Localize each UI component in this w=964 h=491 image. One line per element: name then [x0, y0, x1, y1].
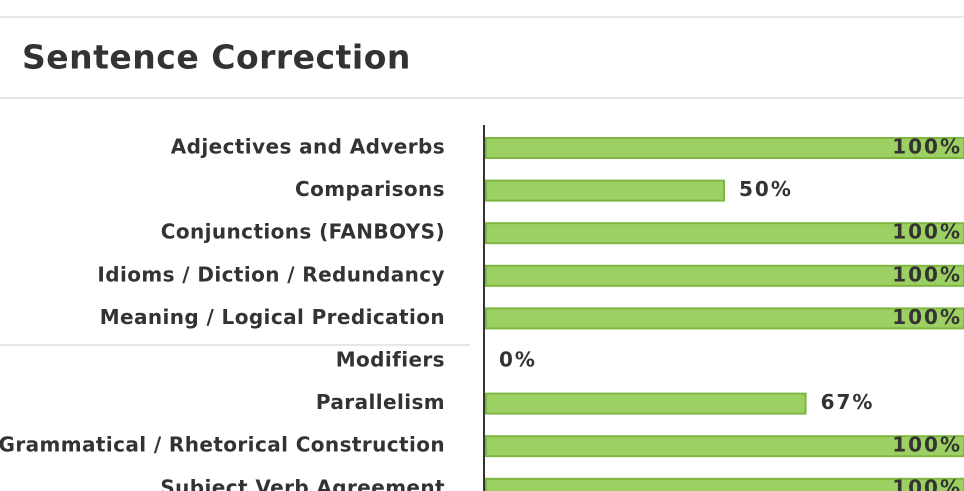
bar	[485, 264, 964, 287]
value-label: 100%	[892, 262, 962, 286]
category-label: Comparisons	[295, 177, 445, 201]
category-label: Adjectives and Adverbs	[171, 135, 445, 159]
value-label: 100%	[892, 220, 962, 244]
value-label: 67%	[821, 390, 875, 414]
bar	[485, 137, 964, 159]
category-label: Idioms / Diction / Redundancy	[97, 262, 445, 286]
value-label: 100%	[892, 475, 962, 491]
category-label: Conjunctions (FANBOYS)	[161, 220, 445, 244]
bar	[485, 179, 725, 202]
value-label: 0%	[499, 348, 537, 372]
bar	[485, 477, 964, 491]
value-label: 50%	[739, 177, 793, 201]
category-label: Modifiers	[336, 348, 445, 372]
category-label: Subject Verb Agreement	[160, 475, 445, 491]
bar	[485, 435, 964, 458]
value-label: 100%	[892, 305, 962, 329]
category-label: Grammatical / Rhetorical Construction	[0, 433, 445, 457]
chart-title: Sentence Correction	[22, 38, 411, 77]
bar	[485, 307, 964, 330]
value-label: 100%	[892, 433, 962, 457]
bar	[485, 222, 964, 245]
category-label: Parallelism	[316, 390, 445, 414]
value-label: 100%	[892, 135, 962, 159]
category-label: Meaning / Logical Predication	[100, 305, 445, 329]
bar	[485, 392, 807, 415]
